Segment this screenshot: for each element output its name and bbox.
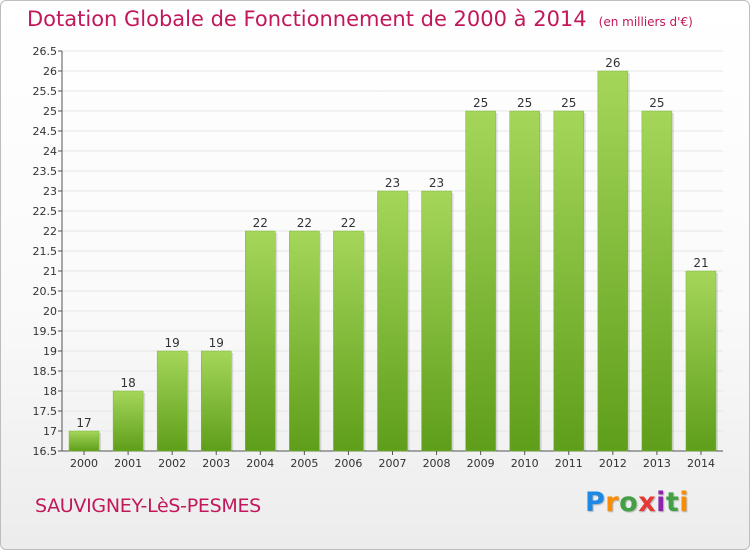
y-tick-label: 17 bbox=[43, 425, 57, 438]
y-tick-label: 24 bbox=[43, 145, 57, 158]
bar-2011[interactable] bbox=[553, 110, 585, 452]
bar-2014[interactable] bbox=[685, 270, 717, 452]
y-tick-label: 22 bbox=[43, 225, 57, 238]
x-tick-labels: 2000 2001 2002 2003 2004 2005 2006 2007 2008 2009… bbox=[70, 451, 715, 470]
bar-2012[interactable] bbox=[597, 70, 629, 452]
bar-2013[interactable] bbox=[641, 110, 673, 452]
y-tick-label: 16.5 bbox=[33, 445, 58, 458]
y-tick-label: 23 bbox=[43, 185, 57, 198]
y-tick-label: 18.5 bbox=[33, 365, 58, 378]
bar-2010[interactable] bbox=[509, 110, 540, 452]
data-labels: 17 18 19 19 22 22 22 23 23 25 25 25 26 25 21 bbox=[76, 56, 708, 430]
x-tick-label: 2006 bbox=[334, 457, 362, 470]
x-tick-label: 2005 bbox=[290, 457, 318, 470]
x-tick-label: 2010 bbox=[511, 457, 539, 470]
bar-2008[interactable] bbox=[421, 190, 452, 452]
x-tick-label: 2009 bbox=[467, 457, 495, 470]
data-label: 19 bbox=[165, 336, 180, 350]
x-tick-label: 2001 bbox=[114, 457, 142, 470]
title-row: Dotation Globale de Fonctionnement de 20… bbox=[27, 7, 693, 31]
chart-title: Dotation Globale de Fonctionnement de 20… bbox=[27, 7, 587, 31]
data-label: 23 bbox=[429, 176, 444, 190]
data-label: 22 bbox=[253, 216, 268, 230]
x-tick-label: 2004 bbox=[246, 457, 274, 470]
y-tick-label: 19 bbox=[43, 345, 57, 358]
data-label: 25 bbox=[649, 96, 664, 110]
y-tick-label: 26.5 bbox=[33, 45, 58, 58]
data-label: 25 bbox=[517, 96, 532, 110]
bar-2002[interactable] bbox=[156, 350, 188, 452]
x-tick-label: 2000 bbox=[70, 457, 98, 470]
data-label: 19 bbox=[209, 336, 224, 350]
y-tick-label: 21 bbox=[43, 265, 57, 278]
bar-2001[interactable] bbox=[112, 390, 144, 452]
y-tick-label: 25.5 bbox=[33, 85, 58, 98]
y-tick-label: 18 bbox=[43, 385, 57, 398]
y-tick-label: 20.5 bbox=[33, 285, 58, 298]
x-tick-label: 2007 bbox=[379, 457, 407, 470]
bar-2005[interactable] bbox=[289, 230, 320, 452]
chart-subtitle: (en milliers d'€) bbox=[598, 15, 693, 29]
y-tick-label: 17.5 bbox=[33, 405, 58, 418]
data-label: 23 bbox=[385, 176, 400, 190]
x-tick-label: 2012 bbox=[599, 457, 627, 470]
data-label: 17 bbox=[76, 416, 91, 430]
bar-2009[interactable] bbox=[465, 110, 496, 452]
data-label: 22 bbox=[297, 216, 312, 230]
y-tick-label: 21.5 bbox=[33, 245, 58, 258]
y-tick-label: 24.5 bbox=[33, 125, 58, 138]
data-label: 18 bbox=[120, 376, 135, 390]
data-label: 25 bbox=[473, 96, 488, 110]
data-label: 22 bbox=[341, 216, 356, 230]
proxiti-logo[interactable]: Proxiti bbox=[585, 487, 690, 518]
bar-2000[interactable] bbox=[68, 430, 100, 452]
x-tick-label: 2008 bbox=[423, 457, 451, 470]
y-tick-label: 25 bbox=[43, 105, 57, 118]
x-tick-label: 2011 bbox=[555, 457, 583, 470]
bar-2004[interactable] bbox=[245, 230, 276, 452]
bar-2007[interactable] bbox=[377, 190, 408, 452]
data-label: 21 bbox=[693, 256, 708, 270]
y-tick-label: 23.5 bbox=[33, 165, 58, 178]
bar-2003[interactable] bbox=[200, 350, 232, 452]
commune-name: SAUVIGNEY-LèS-PESMES bbox=[35, 495, 261, 517]
bar-2006[interactable] bbox=[333, 230, 364, 452]
x-tick-label: 2003 bbox=[202, 457, 230, 470]
y-tick-labels: 16.5 17 17.5 18 18.5 19 19.5 20 20.5 21 21.5 22 22.5… bbox=[33, 45, 58, 458]
y-tick-label: 22.5 bbox=[33, 205, 58, 218]
data-label: 26 bbox=[605, 56, 620, 70]
y-tick-label: 19.5 bbox=[33, 325, 58, 338]
y-tick-label: 20 bbox=[43, 305, 57, 318]
x-tick-label: 2002 bbox=[158, 457, 186, 470]
bars bbox=[68, 70, 718, 452]
x-tick-label: 2014 bbox=[687, 457, 715, 470]
data-label: 25 bbox=[561, 96, 576, 110]
x-tick-label: 2013 bbox=[643, 457, 671, 470]
y-tick-label: 26 bbox=[43, 65, 57, 78]
